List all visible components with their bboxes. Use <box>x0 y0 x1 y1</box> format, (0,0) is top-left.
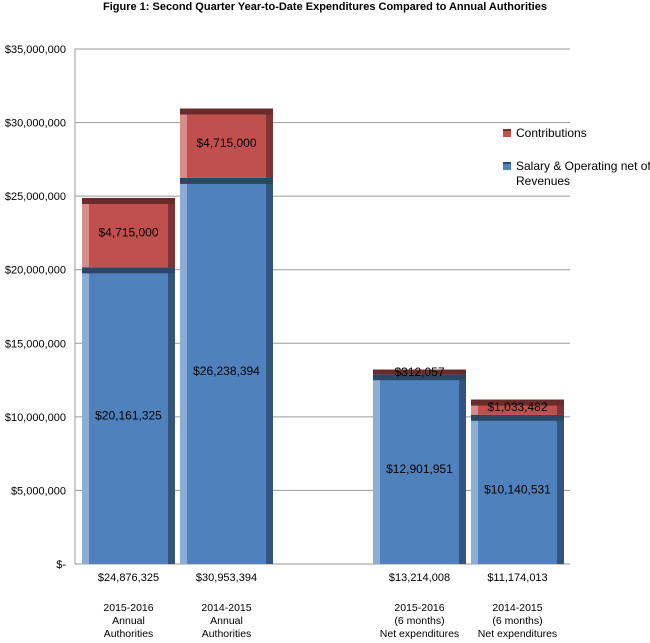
bar-bevel-left <box>82 197 89 268</box>
bar-bevel-top <box>82 197 175 204</box>
bar-segment <box>180 177 273 564</box>
category-label: Annual <box>210 615 243 627</box>
category-label: Net expenditures <box>380 628 459 640</box>
bar-bevel-top <box>373 374 466 381</box>
total-label: $13,214,008 <box>389 572 450 584</box>
bar-bevel-left <box>373 374 380 564</box>
bar-bevel-top <box>82 267 175 274</box>
data-label: $312,057 <box>394 365 444 379</box>
data-label: $12,901,951 <box>386 462 453 476</box>
category-label: 2014-2015 <box>492 602 542 614</box>
legend-label: Salary & Operating net of <box>516 159 650 173</box>
legend-swatch <box>503 129 511 137</box>
legend-swatch-bevel <box>503 162 511 164</box>
bar-bevel-top <box>373 369 466 375</box>
chart-title: Figure 1: Second Quarter Year-to-Date Ex… <box>103 1 547 13</box>
y-tick-label: $35,000,000 <box>5 44 66 56</box>
total-label: $30,953,394 <box>196 572 257 584</box>
y-tick-label: $20,000,000 <box>5 265 66 277</box>
legend-swatch-bevel <box>503 129 511 131</box>
data-label: $4,715,000 <box>196 136 256 150</box>
data-label: $20,161,325 <box>95 409 162 423</box>
bar-bevel-left <box>471 414 478 564</box>
data-label: $4,715,000 <box>98 226 158 240</box>
bar-bevel-right <box>266 108 273 178</box>
data-label: $1,033,482 <box>487 400 547 414</box>
y-tick-label: $- <box>56 559 66 571</box>
legend: Contributions Salary & Operating net ofRe… <box>503 126 650 188</box>
legend-label: Revenues <box>516 174 570 188</box>
data-labels: $20,161,325 $4,715,000 $26,238,394 $4,715,0… <box>95 136 551 496</box>
y-tick-label: $25,000,000 <box>5 191 66 203</box>
bar-segment <box>180 108 273 178</box>
category-label: Authorities <box>104 628 154 640</box>
y-axis: $- $5,000,000 $10,000,000 $15,000,000 $20,00… <box>5 44 76 571</box>
bar-bevel-top <box>180 108 273 115</box>
bar-bevel-right <box>459 374 466 564</box>
total-label: $24,876,325 <box>98 572 159 584</box>
bar-bevel-top <box>180 177 273 184</box>
y-tick-label: $15,000,000 <box>5 338 66 350</box>
bar-bevel-right <box>557 414 564 564</box>
bar-bevel-left <box>471 399 478 415</box>
y-tick-label: $5,000,000 <box>11 485 66 497</box>
category-label: Annual <box>112 615 145 627</box>
category-label: 2015-2016 <box>394 602 444 614</box>
bars <box>82 108 564 564</box>
category-label: Authorities <box>202 628 252 640</box>
x-axis-labels: $24,876,3252015-2016AnnualAuthorities$30… <box>98 572 557 640</box>
legend-swatch <box>503 162 511 170</box>
y-tick-label: $10,000,000 <box>5 412 66 424</box>
bar-segment <box>471 414 564 564</box>
bar-bevel-right <box>168 267 175 564</box>
legend-label: Contributions <box>516 126 587 140</box>
data-label: $10,140,531 <box>484 482 551 496</box>
bar-bevel-top <box>471 399 564 406</box>
bar-bevel-right <box>266 177 273 564</box>
bar-segment <box>373 374 466 564</box>
category-label: 2014-2015 <box>201 602 251 614</box>
bar-segment <box>82 197 175 268</box>
y-tick-label: $30,000,000 <box>5 118 66 130</box>
category-label: 2015-2016 <box>103 602 153 614</box>
category-label: Net expenditures <box>478 628 557 640</box>
bar-segment <box>82 267 175 564</box>
bar-bevel-top <box>471 414 564 421</box>
data-label: $26,238,394 <box>193 364 260 378</box>
bar-bevel-left <box>82 267 89 564</box>
category-label: (6 months) <box>394 615 444 627</box>
category-label: (6 months) <box>492 615 542 627</box>
bar-bevel-right <box>168 197 175 268</box>
bar-bevel-left <box>180 177 187 564</box>
total-label: $11,174,013 <box>487 572 547 584</box>
bar-bevel-right <box>557 399 564 415</box>
bar-bevel-left <box>180 108 187 178</box>
